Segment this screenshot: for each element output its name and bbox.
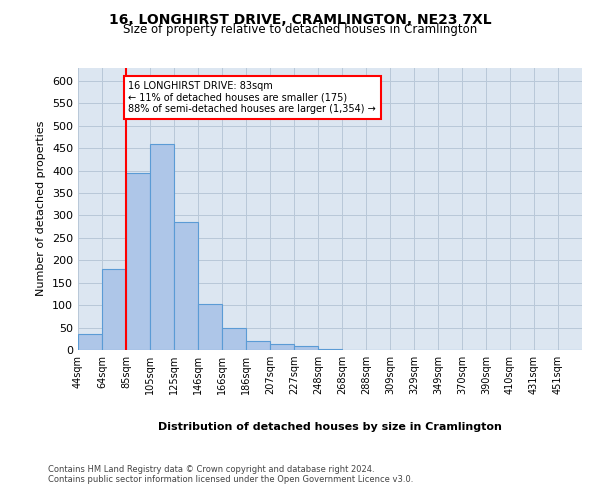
Bar [174,222,198,350]
Text: 16, LONGHIRST DRIVE, CRAMLINGTON, NE23 7XL: 16, LONGHIRST DRIVE, CRAMLINGTON, NE23 7… [109,12,491,26]
Bar [198,304,222,350]
Bar [318,349,342,350]
Bar [78,334,102,350]
Bar [150,144,174,350]
Text: Distribution of detached houses by size in Cramlington: Distribution of detached houses by size … [158,422,502,432]
Y-axis label: Number of detached properties: Number of detached properties [37,121,46,296]
Text: 16 LONGHIRST DRIVE: 83sqm
← 11% of detached houses are smaller (175)
88% of semi: 16 LONGHIRST DRIVE: 83sqm ← 11% of detac… [128,81,376,114]
Bar [102,270,126,350]
Bar [294,346,318,350]
Text: Contains HM Land Registry data © Crown copyright and database right 2024.: Contains HM Land Registry data © Crown c… [48,465,374,474]
Bar [222,328,246,350]
Bar [270,344,294,350]
Bar [126,173,150,350]
Text: Size of property relative to detached houses in Cramlington: Size of property relative to detached ho… [123,22,477,36]
Text: Contains public sector information licensed under the Open Government Licence v3: Contains public sector information licen… [48,475,413,484]
Bar [246,342,270,350]
